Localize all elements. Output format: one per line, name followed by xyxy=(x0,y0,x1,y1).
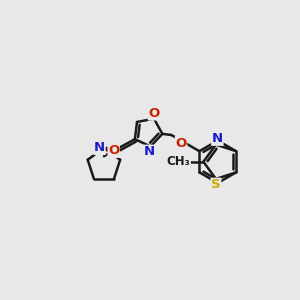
Text: N: N xyxy=(143,145,155,158)
Text: O: O xyxy=(176,136,187,150)
Text: CH₃: CH₃ xyxy=(167,155,190,168)
Text: O: O xyxy=(108,144,119,157)
Text: N: N xyxy=(94,141,105,154)
Text: O: O xyxy=(148,107,160,120)
Text: N: N xyxy=(212,132,223,145)
Text: S: S xyxy=(211,178,221,191)
